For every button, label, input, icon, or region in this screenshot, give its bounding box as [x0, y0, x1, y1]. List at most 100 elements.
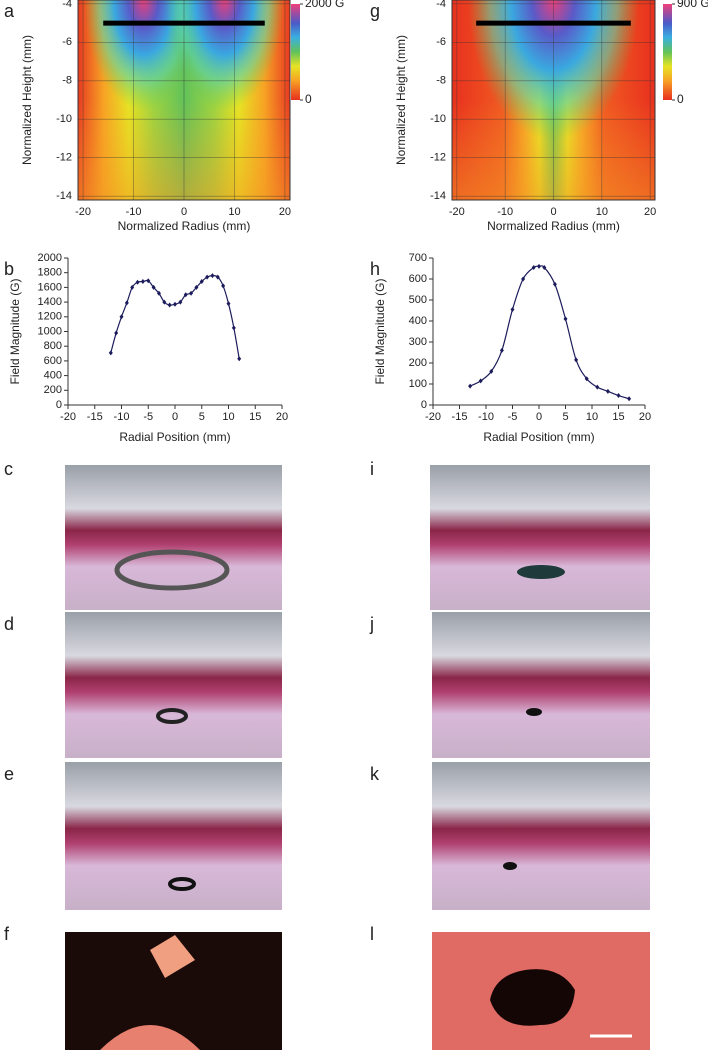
x-tick-label: 0	[536, 411, 542, 423]
ring-pattern	[156, 708, 188, 724]
data-point	[167, 302, 172, 308]
data-point	[183, 292, 188, 298]
panel-label: i	[370, 459, 374, 479]
aggregate	[503, 862, 517, 870]
x-tick-label: 15	[612, 411, 624, 423]
data-point	[595, 384, 600, 390]
data-point	[542, 264, 547, 270]
y-tick-label: 1600	[38, 281, 62, 293]
panel-label: l	[370, 924, 374, 944]
y-tick-label: 200	[409, 357, 427, 369]
x-axis-label: Normalized Radius (mm)	[118, 219, 251, 233]
data-point	[563, 316, 568, 322]
y-axis-label: Normalized Height (mm)	[20, 35, 34, 165]
data-point	[146, 278, 151, 284]
photo-j	[432, 612, 650, 758]
y-tick-label: 600	[409, 273, 427, 285]
x-tick-label: 20	[639, 411, 651, 423]
x-tick-label: -10	[114, 411, 130, 423]
y-tick-label: 200	[44, 384, 62, 396]
dark-region	[65, 932, 282, 1050]
y-tick-label: 0	[421, 399, 427, 411]
panel-label: g	[370, 1, 380, 21]
data-point	[531, 264, 536, 270]
panel-label: d	[4, 614, 14, 634]
y-tick-label: -6	[436, 36, 446, 48]
aggregate	[490, 969, 575, 1026]
y-tick-label: 800	[44, 340, 62, 352]
x-tick-label: -10	[497, 206, 513, 218]
data-point	[231, 325, 236, 331]
data-point	[605, 388, 610, 394]
x-tick-label: -20	[425, 411, 441, 423]
data-point	[574, 357, 579, 363]
y-axis-label: Field Magnitude (G)	[373, 278, 387, 384]
x-tick-label: -15	[87, 411, 103, 423]
x-tick-label: 15	[249, 411, 261, 423]
data-line	[110, 275, 240, 359]
ring-pattern	[114, 549, 230, 591]
data-point	[616, 393, 621, 399]
y-tick-label: -12	[430, 152, 446, 164]
y-tick-label: 1000	[38, 325, 62, 337]
data-point	[114, 330, 119, 336]
panel-label: b	[4, 259, 14, 279]
x-tick-label: 10	[586, 411, 598, 423]
y-tick-label: -4	[436, 0, 446, 10]
data-point	[468, 383, 473, 389]
x-tick-label: 0	[181, 206, 187, 218]
photos	[65, 465, 650, 1050]
x-tick-label: -15	[452, 411, 468, 423]
x-tick-label: 0	[550, 206, 556, 218]
panel-label: e	[4, 764, 14, 784]
x-axis-label: Normalized Radius (mm)	[487, 219, 620, 233]
data-point	[199, 279, 204, 285]
y-tick-label: 1400	[38, 296, 62, 308]
y-tick-label: 0	[56, 399, 62, 411]
aggregate	[526, 708, 542, 716]
y-tick-label: 300	[409, 336, 427, 348]
data-point	[173, 301, 177, 307]
data-point	[226, 301, 231, 307]
data-point	[119, 314, 124, 320]
y-tick-label: -14	[56, 190, 72, 202]
y-tick-label: -10	[56, 113, 72, 125]
x-tick-label: -10	[478, 411, 494, 423]
x-tick-label: 20	[644, 206, 656, 218]
y-tick-label: 400	[44, 370, 62, 382]
data-line	[469, 265, 630, 400]
data-point	[521, 276, 526, 282]
y-tick-label: -4	[62, 0, 72, 10]
data-point	[189, 290, 194, 296]
data-point	[178, 299, 183, 305]
y-tick-label: 400	[409, 315, 427, 327]
data-point	[584, 376, 589, 382]
aggregate	[517, 565, 565, 579]
data-point	[221, 283, 226, 289]
x-axis-label: Radial Position (mm)	[119, 430, 230, 444]
photo-d	[65, 612, 282, 758]
y-axis-label: Field Magnitude (G)	[8, 278, 22, 384]
y-tick-label: -8	[62, 75, 72, 87]
bright-region	[150, 935, 195, 978]
x-tick-label: 20	[279, 206, 291, 218]
x-tick-label: -20	[449, 206, 465, 218]
y-tick-label: 500	[409, 294, 427, 306]
panel-label: c	[4, 459, 13, 479]
y-tick-label: -12	[56, 152, 72, 164]
panel-labels: a b c d e f g h i j k l	[4, 1, 380, 944]
data-point	[108, 350, 113, 356]
x-tick-label: 10	[222, 411, 234, 423]
photo-i	[430, 465, 650, 610]
field-peak	[165, 0, 284, 110]
y-tick-label: -8	[436, 75, 446, 87]
y-tick-label: 2000	[38, 252, 62, 264]
x-tick-label: -5	[508, 411, 518, 423]
ring-pattern	[168, 877, 196, 891]
x-tick-label: 5	[562, 411, 568, 423]
data-point	[156, 290, 161, 296]
y-tick-label: 700	[409, 252, 427, 264]
panel-label: h	[370, 259, 380, 279]
panel-label: j	[369, 614, 374, 634]
